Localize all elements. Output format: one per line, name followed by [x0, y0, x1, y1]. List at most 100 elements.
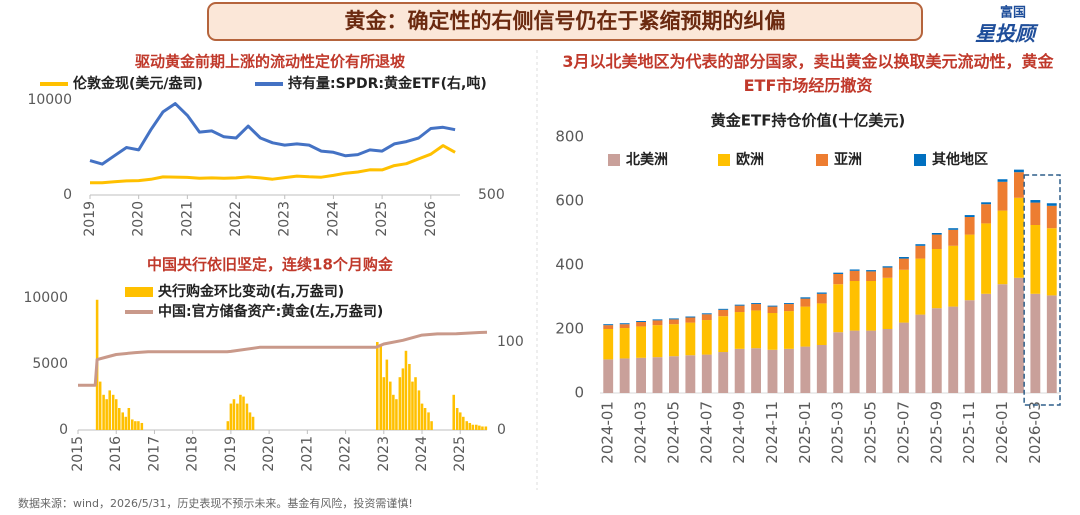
bar [226, 421, 230, 430]
x-tick-label: 2026-01 [993, 401, 1011, 464]
bar-segment [833, 284, 844, 333]
bar-segment [767, 313, 778, 350]
bar [455, 408, 459, 430]
y-tick-label: 600 [555, 192, 584, 210]
bar-segment [701, 320, 712, 355]
bar-segment [751, 348, 761, 393]
x-tick-label: 2024-03 [632, 401, 650, 464]
bar [140, 422, 144, 430]
y-tick-label: 10000 [27, 92, 72, 108]
bar-segment [997, 210, 1008, 285]
bar-segment [981, 293, 991, 393]
x-tick-label: 2022 [228, 201, 244, 237]
bar [124, 416, 128, 430]
bar [376, 342, 379, 430]
legend-label: 亚洲 [834, 152, 862, 168]
x-tick-label: 2023 [376, 436, 392, 472]
y2-tick-label: 100 [497, 334, 524, 350]
footer: 数据来源：wind，2026/5/31，历史表现不预示未来。基金有风险，投资需谨… [18, 496, 413, 510]
bar-segment [981, 202, 991, 205]
bar [392, 394, 395, 430]
bar-segment [915, 245, 926, 259]
logo-top: 富国 [1000, 5, 1026, 21]
x-tick-label: 2022 [338, 436, 354, 472]
bar-segment [652, 320, 663, 326]
bar-segment [981, 223, 991, 294]
x-tick-label: 2025-11 [960, 401, 978, 464]
bar-segment [931, 234, 942, 249]
legend-label: 伦敦金现(美元/盎司) [73, 75, 203, 92]
bar [468, 422, 472, 430]
bar-segment [636, 321, 646, 327]
bar-segment [636, 326, 646, 358]
bar-segment [964, 234, 975, 301]
bar [471, 424, 475, 430]
bar-segment [899, 269, 909, 323]
bar-segment [1030, 202, 1041, 225]
bar-segment [866, 281, 876, 331]
y-tick-label: 10000 [23, 290, 68, 306]
bar-segment [1030, 200, 1041, 203]
x-tick-label: 2026-03 [1026, 401, 1044, 464]
y2-tick-label: 0 [497, 422, 506, 438]
x-tick-label: 2020 [261, 436, 277, 472]
legend-swatch [608, 154, 620, 166]
bar-segment [767, 349, 778, 393]
bar-segment [800, 298, 811, 307]
x-tick-label: 2024-01 [599, 401, 617, 464]
x-tick-label: 2025-05 [862, 401, 880, 464]
bar [232, 399, 236, 430]
bar [379, 346, 383, 430]
bar [417, 390, 421, 430]
bar-segment [833, 332, 844, 393]
bar [121, 412, 124, 430]
bar-segment [669, 356, 679, 393]
chart-title: 驱动黄金前期上涨的流动性定价有所退坡 [135, 53, 405, 71]
x-tick-label: 2019 [82, 201, 98, 237]
bar-segment [948, 306, 959, 393]
bar-segment [899, 258, 909, 270]
legend-swatch [914, 154, 926, 166]
bar-segment [767, 306, 778, 313]
x-tick-label: 2024-11 [763, 401, 781, 464]
bar-segment [849, 330, 860, 393]
bar-segment [997, 284, 1008, 393]
bar [401, 368, 405, 430]
bar [484, 426, 488, 430]
bar-segment [882, 329, 893, 393]
bar-segment [669, 318, 679, 320]
bar-segment [619, 323, 630, 325]
bar [108, 390, 112, 430]
logo-main: 星投顾 [975, 22, 1039, 46]
bar-segment [685, 317, 696, 323]
bar-segment [964, 217, 975, 235]
bar-segment [1030, 293, 1041, 393]
bar [242, 396, 245, 430]
bar-segment [849, 270, 860, 281]
line-series [78, 330, 488, 387]
bar-segment [948, 229, 959, 246]
bar-segment [899, 322, 909, 393]
y-tick-label: 400 [555, 256, 584, 274]
x-tick-label: 2025-09 [927, 401, 945, 464]
bar-segment [816, 293, 827, 304]
bar-segment [1046, 203, 1057, 206]
x-tick-label: 2020 [131, 201, 147, 237]
bar [105, 399, 108, 430]
y-tick-label: 0 [574, 384, 584, 402]
bar-segment [619, 328, 630, 359]
legend-label: 持有量:SPDR:黄金ETF(右,吨) [288, 75, 487, 92]
bar-segment [816, 345, 827, 393]
bar [127, 408, 131, 430]
bar-segment [734, 304, 745, 306]
bar [427, 412, 430, 430]
bar-segment [849, 281, 860, 331]
bar-segment [997, 181, 1008, 211]
bar [389, 381, 392, 430]
bar-segment [784, 311, 794, 349]
bar-segment [899, 257, 909, 259]
bar-segment [866, 271, 876, 281]
bar-segment [652, 325, 663, 358]
bar-segment [1014, 172, 1024, 198]
